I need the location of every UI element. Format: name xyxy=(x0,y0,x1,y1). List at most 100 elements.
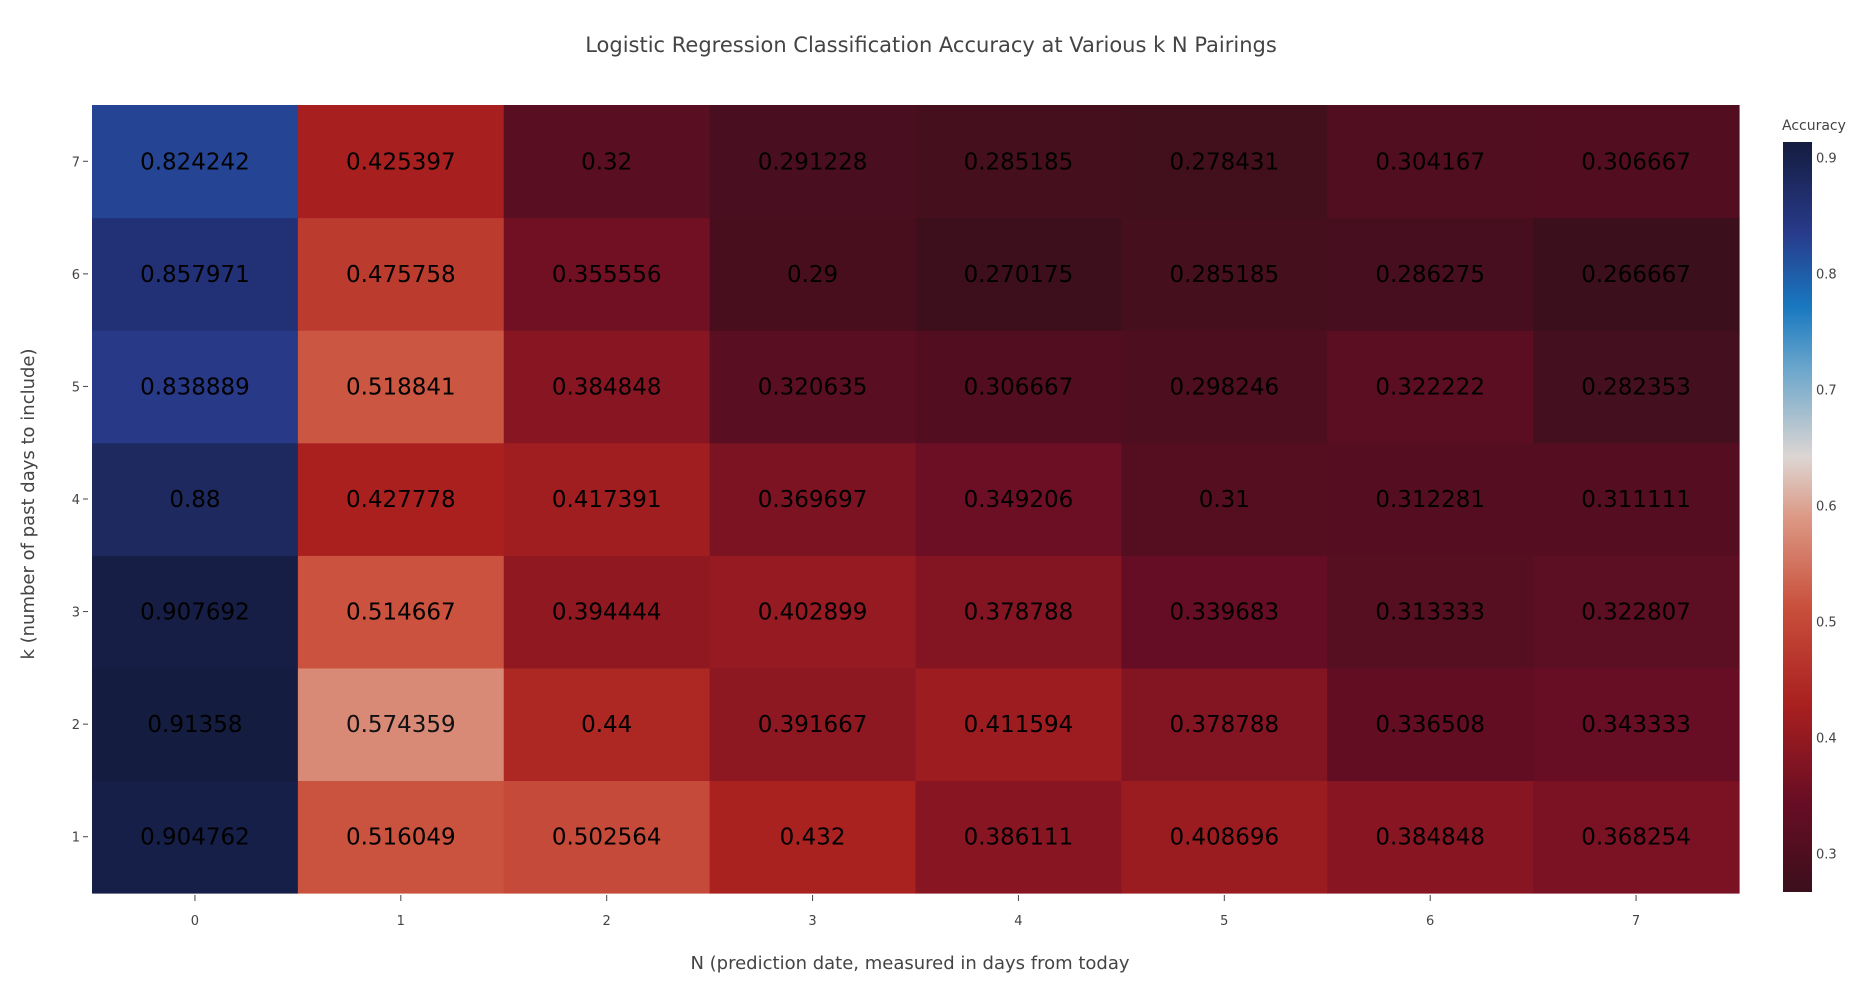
heatmap-cell-k6-n4 xyxy=(915,217,1122,331)
colorbar-tick-0.7: 0.7 xyxy=(1816,384,1837,399)
chart-title: Logistic Regression Classification Accur… xyxy=(585,33,1277,57)
heatmap-cell-k4-n1 xyxy=(297,442,505,556)
heatmap-cell-k7-n5 xyxy=(1121,105,1328,219)
y-axis-title: k (number of past days to include) xyxy=(18,348,39,659)
heatmap-cell-k3-n6 xyxy=(1327,555,1534,669)
colorbar-tick-0.5: 0.5 xyxy=(1816,615,1837,630)
heatmap-cell-k3-n0 xyxy=(92,555,299,669)
cell-label-k6-n6: 0.286275 xyxy=(1375,262,1485,288)
heatmap-cell-k6-n2 xyxy=(503,217,711,331)
heatmap-cell-k1-n0 xyxy=(92,780,299,894)
y-tick-label-4: 4 xyxy=(72,493,80,508)
cell-label-k5-n6: 0.322222 xyxy=(1375,374,1485,400)
heatmap-cell-k1-n7 xyxy=(1533,780,1740,894)
cell-label-k4-n3: 0.369697 xyxy=(758,487,868,513)
heatmap-cell-k1-n5 xyxy=(1121,780,1328,894)
colorbar-title: Accuracy xyxy=(1782,118,1846,134)
colorbar-tick-0.6: 0.6 xyxy=(1816,500,1837,515)
cell-label-k1-n6: 0.384848 xyxy=(1375,825,1485,851)
heatmap-cell-k5-n4 xyxy=(915,330,1122,444)
cell-label-k2-n4: 0.411594 xyxy=(964,712,1074,738)
heatmap-cell-k7-n7 xyxy=(1533,105,1740,219)
cell-label-k6-n2: 0.355556 xyxy=(552,262,662,288)
heatmap-cell-k5-n0 xyxy=(92,330,299,444)
x-axis-title: N (prediction date, measured in days fro… xyxy=(690,953,1129,974)
x-tick-label-5: 5 xyxy=(1220,914,1228,929)
cell-label-k1-n3: 0.432 xyxy=(780,825,846,851)
heatmap-cell-k6-n6 xyxy=(1327,217,1534,331)
cell-label-k6-n1: 0.475758 xyxy=(346,262,456,288)
cell-label-k7-n1: 0.425397 xyxy=(346,149,456,175)
y-tick-label-7: 7 xyxy=(72,155,80,170)
cell-label-k5-n4: 0.306667 xyxy=(964,374,1074,400)
cell-label-k2-n2: 0.44 xyxy=(581,712,632,738)
colorbar: Accuracy 0.3 0.4 0.5 0.6 0.7 0.8 0.9 xyxy=(1782,118,1846,892)
cell-label-k5-n7: 0.282353 xyxy=(1581,374,1691,400)
heatmap-cell-k2-n1 xyxy=(297,667,505,782)
heatmap-cell-k5-n6 xyxy=(1327,330,1534,444)
y-tick-label-1: 1 xyxy=(72,831,80,846)
y-tick-label-2: 2 xyxy=(72,718,80,733)
x-tick-label-2: 2 xyxy=(603,914,611,929)
cell-label-k4-n6: 0.312281 xyxy=(1375,487,1485,513)
heatmap-cell-k2-n7 xyxy=(1533,667,1740,782)
heatmap-cell-k3-n7 xyxy=(1533,555,1740,669)
cell-label-k1-n4: 0.386111 xyxy=(964,825,1074,851)
heatmap-cell-k1-n2 xyxy=(503,780,711,894)
cell-label-k2-n5: 0.378788 xyxy=(1169,712,1279,738)
cell-label-k4-n5: 0.31 xyxy=(1199,487,1250,513)
cell-label-k6-n0: 0.857971 xyxy=(140,262,250,288)
cell-label-k1-n0: 0.904762 xyxy=(140,825,250,851)
y-tick-label-3: 3 xyxy=(72,606,80,621)
heatmap-cell-k7-n6 xyxy=(1327,105,1534,219)
heatmap-cell-k5-n5 xyxy=(1121,330,1328,444)
heatmap-cell-k4-n7 xyxy=(1533,442,1740,556)
heatmap-cell-k1-n6 xyxy=(1327,780,1534,894)
cell-label-k3-n7: 0.322807 xyxy=(1581,600,1691,626)
colorbar-tick-0.3: 0.3 xyxy=(1816,847,1837,862)
heatmap-cell-k2-n3 xyxy=(709,667,917,782)
cell-label-k3-n6: 0.313333 xyxy=(1375,600,1485,626)
heatmap-cell-k7-n0 xyxy=(92,105,299,219)
cell-label-k4-n1: 0.427778 xyxy=(346,487,456,513)
cell-label-k5-n2: 0.384848 xyxy=(552,374,662,400)
x-axis: 0 1 2 3 4 5 6 7 xyxy=(191,895,1640,929)
heatmap-cell-k3-n4 xyxy=(915,555,1122,669)
cell-label-k2-n1: 0.574359 xyxy=(346,712,456,738)
heatmap-cell-k7-n1 xyxy=(297,105,505,219)
cell-label-k4-n4: 0.349206 xyxy=(964,487,1074,513)
heatmap-cell-k1-n3 xyxy=(709,780,917,894)
heatmap-cell-k1-n1 xyxy=(297,780,505,894)
colorbar-tick-0.9: 0.9 xyxy=(1816,152,1837,167)
heatmap-cell-k3-n1 xyxy=(297,555,505,669)
cell-label-k1-n2: 0.502564 xyxy=(552,825,662,851)
cell-label-k6-n7: 0.266667 xyxy=(1581,262,1691,288)
y-tick-label-6: 6 xyxy=(72,268,80,283)
cell-label-k1-n7: 0.368254 xyxy=(1581,825,1691,851)
heatmap-cell-k2-n5 xyxy=(1121,667,1328,782)
heatmap-cell-k4-n4 xyxy=(915,442,1122,556)
heatmap-cell-k6-n3 xyxy=(709,217,917,331)
heatmap-cell-k5-n1 xyxy=(297,330,505,444)
heatmap-cell-k7-n4 xyxy=(915,105,1122,219)
cell-label-k6-n4: 0.270175 xyxy=(964,262,1074,288)
x-tick-label-6: 6 xyxy=(1426,914,1434,929)
x-tick-label-3: 3 xyxy=(808,914,816,929)
heatmap-cell-k6-n7 xyxy=(1533,217,1740,331)
heatmap-cell-k6-n5 xyxy=(1121,217,1328,331)
heatmap-cell-k3-n3 xyxy=(709,555,917,669)
heatmap-cell-k5-n7 xyxy=(1533,330,1740,444)
cell-label-k1-n5: 0.408696 xyxy=(1169,825,1279,851)
cell-label-k6-n5: 0.285185 xyxy=(1169,262,1279,288)
cell-label-k5-n1: 0.518841 xyxy=(346,374,456,400)
heatmap-cell-k5-n3 xyxy=(709,330,917,444)
cell-label-k7-n5: 0.278431 xyxy=(1169,149,1279,175)
heatmap-cell-k5-n2 xyxy=(503,330,711,444)
colorbar-ticks: 0.3 0.4 0.5 0.6 0.7 0.8 0.9 xyxy=(1816,152,1837,863)
heatmap-cell-k6-n1 xyxy=(297,217,505,331)
cell-label-k7-n2: 0.32 xyxy=(581,149,632,175)
cell-label-k7-n4: 0.285185 xyxy=(964,149,1074,175)
cell-label-k4-n0: 0.88 xyxy=(169,487,220,513)
heatmap-cell-k7-n3 xyxy=(709,105,917,219)
